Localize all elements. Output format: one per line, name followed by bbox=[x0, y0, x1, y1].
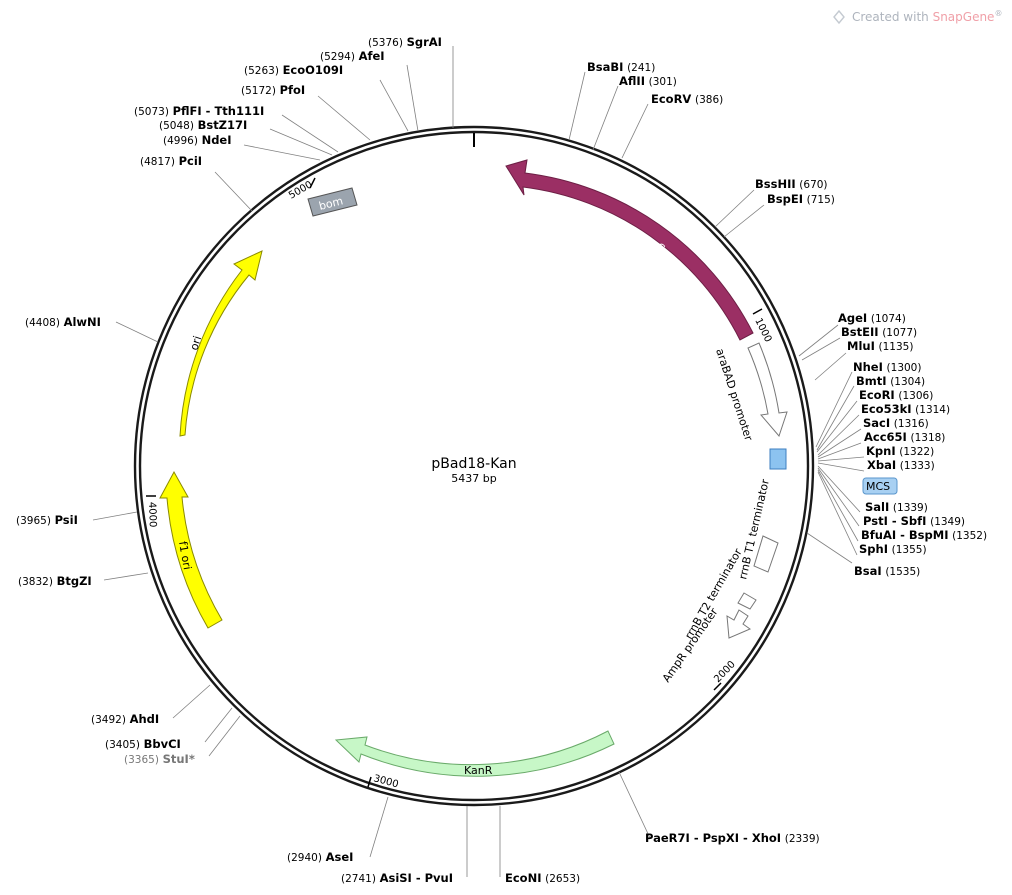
watermark-text: Created with SnapGene® bbox=[852, 9, 1002, 24]
site-SacI[interactable]: SacI (1316) bbox=[863, 416, 929, 430]
plasmid-name: pBad18-Kan bbox=[431, 456, 516, 472]
site-BfuAI-BspMI[interactable]: BfuAI - BspMI (1352) bbox=[861, 528, 987, 542]
feature-rrnB-T1-terminator[interactable]: rrnB T1 terminator bbox=[736, 478, 779, 581]
site-MluI[interactable]: MluI (1135) bbox=[847, 339, 913, 353]
site-PstI-SbfI[interactable]: PstI - SbfI (1349) bbox=[863, 514, 965, 528]
site-EcoNI[interactable]: EcoNI (2653) bbox=[505, 871, 580, 885]
site-XbaI[interactable]: XbaI (1333) bbox=[867, 458, 935, 472]
site-BtgZI[interactable]: (3832) BtgZI bbox=[18, 574, 92, 588]
site-SphI[interactable]: SphI (1355) bbox=[859, 542, 927, 556]
site-AlwNI[interactable]: (4408) AlwNI bbox=[25, 315, 101, 329]
feature-label-araBAD-promoter: araBAD promoter bbox=[713, 347, 755, 443]
site-AseI[interactable]: (2940) AseI bbox=[287, 850, 353, 864]
snapgene-logo-icon bbox=[833, 9, 845, 25]
site-KpnI[interactable]: KpnI (1322) bbox=[866, 444, 934, 458]
feature-mcs[interactable] bbox=[769, 448, 787, 470]
tick-1000: 1000 bbox=[752, 308, 773, 344]
feature-araBAD-promoter[interactable]: araBAD promoter bbox=[713, 342, 788, 443]
feature-araC[interactable]: araC bbox=[505, 159, 754, 341]
site-EcoRI[interactable]: EcoRI (1306) bbox=[859, 388, 933, 402]
site-AgeI[interactable]: AgeI (1074) bbox=[838, 311, 906, 325]
site-BstZ17I[interactable]: (5048) BstZ17I bbox=[159, 118, 247, 132]
site-PsiI[interactable]: (3965) PsiI bbox=[16, 513, 78, 527]
site-PciI[interactable]: (4817) PciI bbox=[140, 154, 202, 168]
feature-bom[interactable]: bom bbox=[307, 187, 358, 217]
site-SgrAI[interactable]: (5376) SgrAI bbox=[368, 35, 442, 49]
site-PflFI-Tth111I[interactable]: (5073) PflFI - Tth111I bbox=[134, 104, 264, 118]
site-PaeR7I-PspXI-XhoI[interactable]: PaeR7I - PspXI - XhoI (2339) bbox=[645, 831, 820, 845]
site-AsiSI-PvuI[interactable]: (2741) AsiSI - PvuI bbox=[341, 871, 453, 885]
site-PfoI[interactable]: (5172) PfoI bbox=[241, 83, 305, 97]
feature-KanR[interactable]: KanR bbox=[334, 730, 615, 777]
site-SalI[interactable]: SalI (1339) bbox=[865, 500, 928, 514]
feature-ori[interactable]: ori bbox=[179, 250, 263, 437]
features: araC araBAD promoter MCS rrnB T1 termina… bbox=[159, 159, 898, 777]
tick-label-4000: 4000 bbox=[146, 502, 158, 528]
site-EcoO109I[interactable]: (5263) EcoO109I bbox=[244, 63, 343, 77]
site-BsaBI[interactable]: BsaBI (241) bbox=[587, 60, 655, 74]
tick-label-1000: 1000 bbox=[752, 316, 773, 344]
site-AfeI[interactable]: (5294) AfeI bbox=[320, 49, 385, 63]
tick-4000: 4000 bbox=[146, 495, 158, 528]
site-NheI[interactable]: NheI (1300) bbox=[853, 360, 921, 374]
site-BmtI[interactable]: BmtI (1304) bbox=[856, 374, 925, 388]
feature-label-KanR: KanR bbox=[464, 764, 493, 777]
site-Acc65I[interactable]: Acc65I (1318) bbox=[864, 430, 945, 444]
mcs-badge: MCS bbox=[862, 477, 898, 495]
restriction-sites: (5376) SgrAI (5294) AfeI (5263) EcoO109I… bbox=[16, 35, 987, 885]
plasmid-center-label: pBad18-Kan 5437 bp bbox=[431, 456, 516, 485]
feature-f1-ori[interactable]: f1 ori bbox=[159, 470, 223, 629]
site-BsaI[interactable]: BsaI (1535) bbox=[854, 564, 920, 578]
feature-label-AmpR-promoter: AmpR promoter bbox=[660, 605, 721, 684]
site-StuI[interactable]: (3365) StuI* bbox=[124, 752, 195, 766]
site-AflII[interactable]: AflII (301) bbox=[619, 74, 677, 88]
snapgene-watermark: Created with SnapGene® bbox=[833, 9, 1002, 25]
site-Eco53kI[interactable]: Eco53kI (1314) bbox=[861, 402, 950, 416]
site-leader-lines bbox=[92, 46, 865, 877]
site-AhdI[interactable]: (3492) AhdI bbox=[91, 712, 159, 726]
tick-label-2000: 2000 bbox=[712, 659, 738, 685]
site-NdeI[interactable]: (4996) NdeI bbox=[163, 133, 232, 147]
feature-label-ori: ori bbox=[187, 334, 204, 352]
feature-label-bom: bom bbox=[318, 194, 345, 213]
site-EcoRV[interactable]: EcoRV (386) bbox=[651, 92, 723, 106]
site-BssHII[interactable]: BssHII (670) bbox=[755, 177, 828, 191]
plasmid-size: 5437 bp bbox=[451, 472, 496, 485]
site-BspEI[interactable]: BspEI (715) bbox=[767, 192, 835, 206]
site-BbvCI[interactable]: (3405) BbvCI bbox=[105, 737, 181, 751]
feature-label-f1-ori: f1 ori bbox=[176, 540, 194, 571]
mcs-badge-label: MCS bbox=[866, 480, 890, 493]
site-BstEII[interactable]: BstEII (1077) bbox=[841, 325, 917, 339]
plasmid-backbone bbox=[133, 125, 815, 807]
